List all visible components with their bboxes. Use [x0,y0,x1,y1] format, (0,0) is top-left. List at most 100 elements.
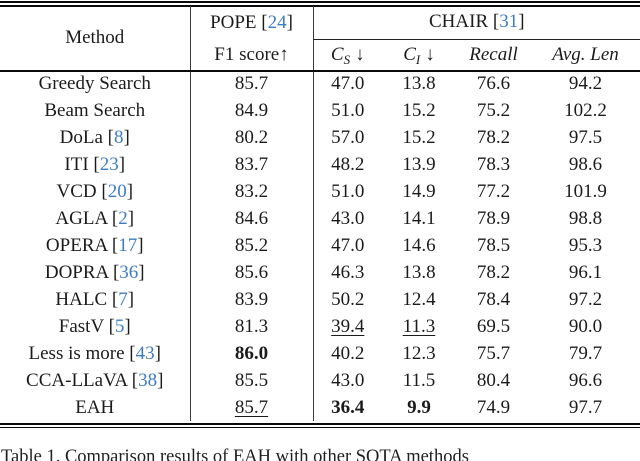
method-bracket: ] [154,342,161,364]
table-row-dola: DoLa [8] 80.2 57.0 15.2 78.2 97.5 [0,124,640,151]
chair-bracket: ] [518,11,525,33]
f1-cell: 81.3 [189,313,313,340]
col-header-f1-score: F1 score↑ [189,39,313,70]
recall-cell: 74.9 [476,396,511,418]
ci-symbol: C [403,43,416,65]
col-header-ci: CI ↓ [382,39,456,70]
col-header-cs: CS ↓ [312,39,382,70]
cs-cell: 47.0 [312,232,382,259]
f1-cell: 83.9 [189,286,313,313]
avg-len-cell: 102.2 [564,99,607,121]
method-name: EAH [75,396,115,418]
cs-cell: 47.0 [312,70,382,97]
recall-cell: 78.9 [476,207,511,229]
cs-cell: 40.2 [312,340,382,367]
col-header-method: Method [65,27,125,48]
avg-len-cell: 98.6 [568,153,603,175]
method-name: Beam Search [44,99,146,121]
cs-cell: 39.4 [312,313,382,340]
header-row-metrics: F1 score↑ CS ↓ CI ↓ Recall Avg. Len [0,39,640,70]
recall-cell: 78.4 [476,288,511,310]
recall-cell: 78.5 [476,234,511,256]
f1-cell: 85.5 [189,367,313,394]
pope-label: POPE [ [210,11,268,33]
ci-cell: 15.2 [402,126,436,148]
method-cell: Greedy Search [0,70,190,97]
method-bracket: ] [137,234,144,256]
method-cell: AGLA [2] [0,205,190,232]
recall-cell: 69.5 [476,315,511,337]
method-name: DOPRA [ [44,261,120,283]
cs-subscript: S [343,51,351,67]
f1-cell: 85.7 [189,70,313,97]
table-row-iti: ITI [23] 83.7 48.2 13.9 78.3 98.6 [0,151,640,178]
cs-symbol: C [330,43,344,65]
recall-cell: 78.3 [476,153,511,175]
avg-len-cell: 97.5 [568,126,603,148]
table-row-cca-llava: CCA-LLaVA [38] 85.5 43.0 11.5 80.4 96.6 [0,367,640,394]
cs-cell: 57.0 [312,124,382,151]
cs-cell: 51.0 [312,178,382,205]
f1-cell: 84.6 [189,205,313,232]
ci-cell: 15.2 [402,99,436,121]
method-name: Less is more [ [28,342,136,364]
chair-citation: 31 [499,11,519,33]
avg-len-cell: 97.2 [568,288,603,310]
method-name: Greedy Search [38,72,151,94]
ci-subscript: I [415,51,421,67]
f1-cell: 84.9 [189,97,313,124]
ci-cell: 14.6 [402,234,436,256]
ci-cell: 11.5 [402,369,436,391]
method-bracket: ] [138,261,145,283]
pope-citation: 24 [267,11,287,33]
method-name: AGLA [ [55,207,119,229]
f1-cell: 85.7 [189,394,313,421]
f1-cell: 85.2 [189,232,313,259]
cs-cell: 43.0 [312,205,382,232]
col-header-chair: CHAIR [31] [312,6,640,40]
method-citation: 8 [114,126,124,148]
table-row-beam-search: Beam Search 84.9 51.0 15.2 75.2 102.2 [0,97,640,124]
method-bracket: ] [124,315,131,337]
bottom-rule-line-1 [0,423,640,425]
method-citation: 36 [119,261,139,283]
recall-cell: 78.2 [476,126,511,148]
table-row-less-is-more: Less is more [43] 86.0 40.2 12.3 75.7 79… [0,340,640,367]
method-cell: VCD [20] [0,178,190,205]
method-cell: ITI [23] [0,151,190,178]
ci-cell: 11.3 [402,315,436,337]
col-header-pope: POPE [24] [189,6,313,39]
cs-cell: 36.4 [312,394,382,421]
header-row-benchmarks: Method POPE [24] CHAIR [31] [0,6,640,48]
ci-cell: 12.4 [402,288,436,310]
ci-cell: 13.8 [402,72,436,94]
col-header-avg-len: Avg. Len [552,43,619,65]
avg-len-cell: 90.0 [568,315,603,337]
method-citation: 2 [118,207,128,229]
table-row-greedy-search: Greedy Search 85.7 47.0 13.8 76.6 94.2 [0,70,640,97]
header-body-divider-rule [0,70,640,72]
ci-cell: 14.9 [402,180,436,202]
pope-bracket: ] [286,11,293,33]
recall-cell: 75.7 [476,342,511,364]
recall-cell: 75.2 [476,99,511,121]
f1-cell: 83.2 [189,178,313,205]
ci-cell: 12.3 [402,342,436,364]
method-citation: 23 [99,153,119,175]
method-cell: DOPRA [36] [0,259,190,286]
ci-cell: 9.9 [407,396,431,418]
recall-cell: 76.6 [476,72,511,94]
top-rule-line-2 [0,5,640,7]
method-cell: EAH [0,394,190,421]
method-name: FastV [ [58,315,115,337]
cs-cell: 50.2 [312,286,382,313]
cs-cell: 46.3 [312,259,382,286]
table-row-fastv: FastV [5] 81.3 39.4 11.3 69.5 90.0 [0,313,640,340]
method-bracket: ] [123,126,130,148]
avg-len-cell: 94.2 [568,72,603,94]
method-citation: 5 [114,315,125,337]
method-citation: 43 [135,342,155,364]
recall-cell: 77.2 [476,180,511,202]
avg-len-cell: 98.8 [568,207,603,229]
method-citation: 17 [118,234,138,256]
